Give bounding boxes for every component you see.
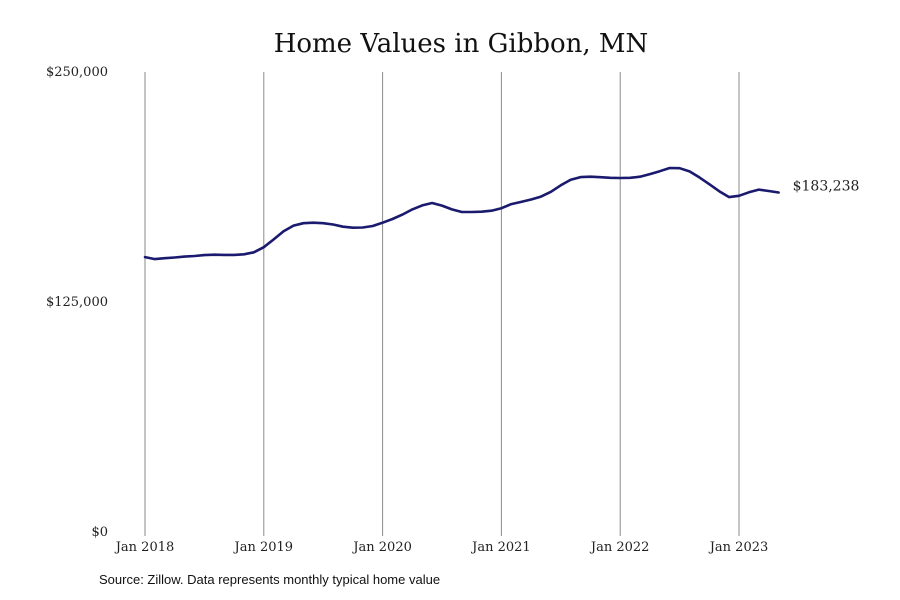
x-tick-label: Jan 2019 [233, 540, 294, 555]
y-tick-label: $250,000 [46, 65, 108, 80]
x-tick-label: Jan 2022 [589, 540, 650, 555]
x-tick-label: Jan 2021 [470, 540, 531, 555]
y-axis-ticks: $0 $125,000 $250,000 [46, 65, 108, 540]
x-tick-label: Jan 2018 [114, 540, 175, 555]
x-axis-ticks: Jan 2018 Jan 2019 Jan 2020 Jan 2021 Jan 2022… [114, 540, 769, 555]
y-tick-label: $125,000 [46, 295, 108, 310]
series-group [143, 166, 780, 261]
source-note: Source: Zillow. Data represents monthly … [99, 572, 441, 587]
x-tick-label: Jan 2020 [351, 540, 412, 555]
gridlines [144, 72, 740, 536]
x-tick-label: Jan 2023 [708, 540, 769, 555]
chart-title: Home Values in Gibbon, MN [274, 29, 649, 59]
series-line [143, 166, 780, 261]
last-value-label: $183,238 [793, 179, 860, 195]
y-tick-label: $0 [91, 525, 108, 540]
